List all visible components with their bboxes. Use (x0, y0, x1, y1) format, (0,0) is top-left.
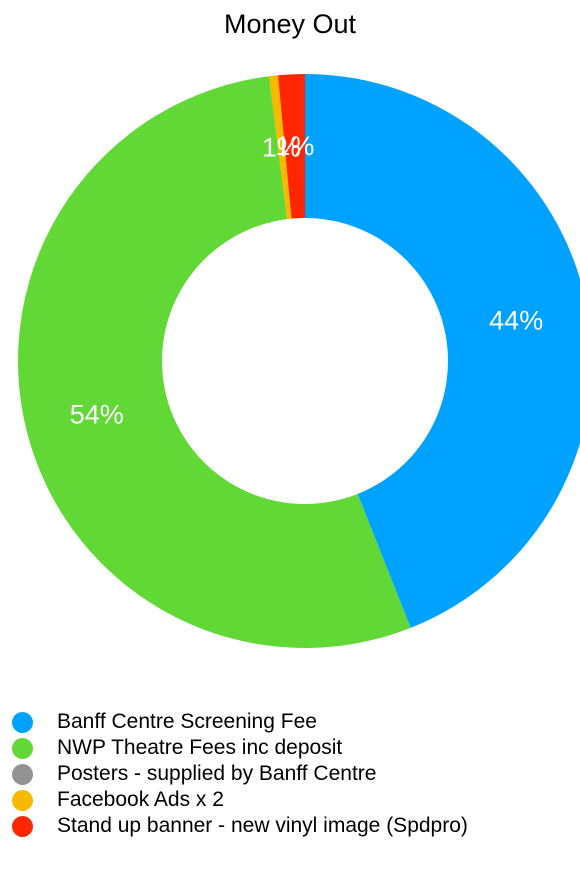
legend-item: Stand up banner - new vinyl image (Spdpr… (12, 813, 468, 839)
legend-swatch (12, 737, 33, 759)
chart-title: Money Out (223, 9, 357, 39)
slice-label-1: 54% (70, 399, 124, 429)
legend-item: Banff Centre Screening Fee (12, 709, 468, 735)
slice-label-0: 44% (489, 306, 543, 336)
slice-1 (17, 76, 411, 649)
legend-item: Facebook Ads x 2 (12, 787, 468, 813)
slice-3 (269, 75, 292, 220)
chart-legend: Banff Centre Screening Fee NWP Theatre Fe… (12, 709, 468, 839)
donut-chart: 44% 54% 1%1% (17, 74, 580, 649)
legend-swatch (12, 763, 33, 785)
legend-label: Banff Centre Screening Fee (57, 710, 317, 733)
legend-label: NWP Theatre Fees inc deposit (57, 736, 343, 759)
legend-swatch (12, 815, 33, 837)
legend-swatch (12, 711, 33, 733)
slice-4 (277, 74, 305, 219)
slice-label-3: 1% (262, 132, 301, 162)
legend-label: Facebook Ads x 2 (57, 788, 224, 811)
legend-label: Stand up banner - new vinyl image (Spdpr… (57, 814, 468, 837)
slice-0 (305, 74, 580, 628)
legend-item: NWP Theatre Fees inc deposit (12, 735, 468, 761)
legend-label: Posters - supplied by Banff Centre (57, 762, 377, 785)
legend-item: Posters - supplied by Banff Centre (12, 761, 468, 787)
legend-swatch (12, 789, 33, 811)
slice-label-4: 1% (275, 131, 314, 161)
